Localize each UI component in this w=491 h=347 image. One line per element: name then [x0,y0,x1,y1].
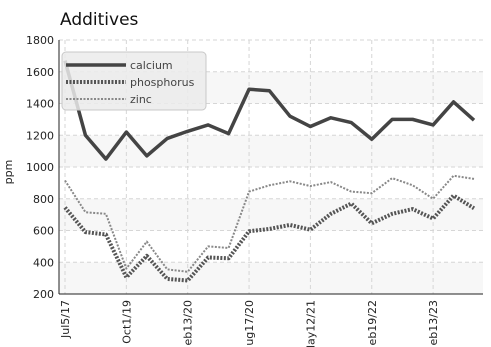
y-tick-label: 1200 [26,129,54,142]
grid-band [59,135,483,167]
series-line-zinc [64,174,475,273]
y-tick-label: 400 [33,256,54,269]
y-axis-label: ppm [2,160,15,185]
x-tick-label: Oct1/19 [120,300,133,344]
y-tick-label: 800 [33,193,54,206]
x-tick-label: eb13/20 [182,300,195,345]
x-tick-label: eb13/23 [427,300,440,345]
y-tick-label: 1400 [26,98,54,111]
y-tick-label: 200 [33,288,54,301]
x-tick-label: lay12/21 [304,300,317,347]
series-line-phosphorus [63,193,476,283]
grid-band [59,262,483,294]
y-tick-label: 1000 [26,161,54,174]
y-tick-label: 1600 [26,66,54,79]
x-tick-label: Jul5/17 [59,300,72,339]
legend-label-calcium: calcium [130,59,173,72]
y-tick-label: 600 [33,225,54,238]
grid-band [59,230,483,263]
legend-label-phosphorus: phosphorus [130,76,195,89]
series-line-calcium [63,60,476,161]
legend: calcium phosphorus zinc [61,51,207,111]
x-tick-label: ug17/20 [243,300,256,346]
legend-label-zinc: zinc [130,93,152,106]
grid-band [59,167,483,199]
grid-band [59,198,483,231]
x-tick-label: eb19/22 [366,300,379,345]
chart-title: Additives [60,10,139,30]
y-tick-label: 1800 [26,34,54,47]
